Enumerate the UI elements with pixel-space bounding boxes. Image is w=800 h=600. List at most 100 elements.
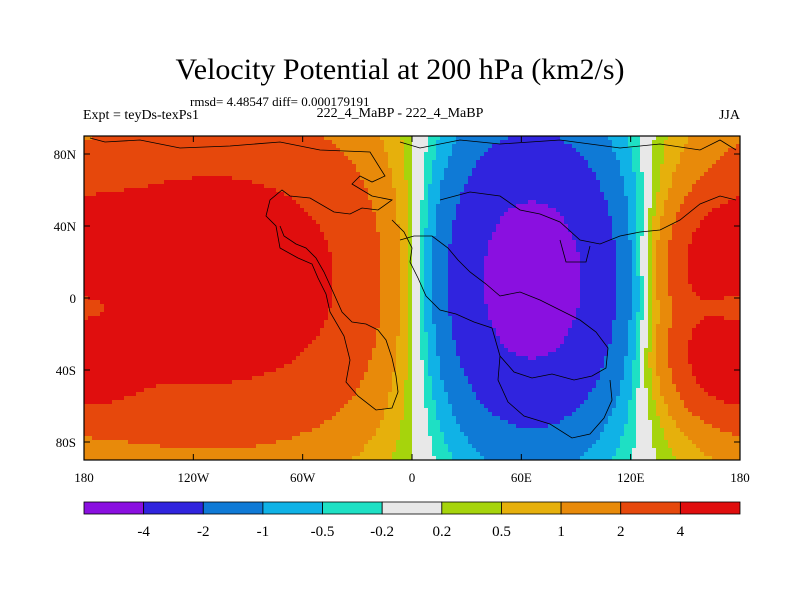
field-cell: [140, 236, 145, 241]
field-cell: [628, 180, 633, 185]
field-cell: [528, 184, 533, 189]
field-cell: [500, 244, 505, 249]
field-cell: [228, 256, 233, 261]
field-cell: [704, 204, 709, 209]
field-cell: [312, 216, 317, 221]
field-cell: [580, 216, 585, 221]
field-cell: [420, 164, 425, 169]
field-cell: [256, 180, 261, 185]
field-cell: [120, 168, 125, 173]
field-cell: [668, 136, 673, 141]
field-cell: [176, 172, 181, 177]
field-cell: [636, 184, 641, 189]
field-cell: [392, 140, 397, 145]
field-cell: [704, 140, 709, 145]
field-cell: [612, 152, 617, 157]
field-cell: [436, 172, 441, 177]
field-cell: [340, 160, 345, 165]
field-cell: [432, 180, 437, 185]
field-cell: [296, 136, 301, 141]
field-cell: [128, 168, 133, 173]
field-cell: [452, 176, 457, 181]
field-cell: [492, 248, 497, 253]
field-cell: [664, 140, 669, 145]
field-cell: [208, 200, 213, 205]
field-cell: [464, 208, 469, 213]
field-cell: [532, 232, 537, 237]
field-cell: [88, 148, 93, 153]
field-cell: [132, 208, 137, 213]
field-cell: [632, 252, 637, 257]
field-cell: [488, 148, 493, 153]
field-cell: [592, 184, 597, 189]
field-cell: [544, 184, 549, 189]
field-cell: [260, 204, 265, 209]
field-cell: [300, 192, 305, 197]
field-cell: [204, 164, 209, 169]
field-cell: [176, 160, 181, 165]
field-cell: [336, 220, 341, 225]
field-cell: [168, 156, 173, 161]
field-cell: [544, 164, 549, 169]
field-cell: [352, 208, 357, 213]
field-cell: [200, 192, 205, 197]
field-cell: [364, 168, 369, 173]
field-cell: [628, 156, 633, 161]
field-cell: [568, 184, 573, 189]
field-cell: [496, 172, 501, 177]
field-cell: [424, 144, 429, 149]
field-cell: [124, 236, 129, 241]
field-cell: [724, 200, 729, 205]
field-cell: [504, 244, 509, 249]
field-cell: [660, 148, 665, 153]
field-cell: [108, 164, 113, 169]
field-cell: [404, 192, 409, 197]
field-cell: [636, 252, 641, 257]
field-cell: [588, 232, 593, 237]
field-cell: [376, 248, 381, 253]
field-cell: [380, 180, 385, 185]
field-cell: [412, 136, 417, 141]
field-cell: [108, 224, 113, 229]
field-cell: [188, 216, 193, 221]
field-cell: [188, 176, 193, 181]
field-cell: [240, 220, 245, 225]
field-cell: [416, 224, 421, 229]
field-cell: [460, 196, 465, 201]
field-cell: [208, 248, 213, 253]
field-cell: [428, 156, 433, 161]
field-cell: [456, 152, 461, 157]
field-cell: [84, 252, 89, 257]
field-cell: [116, 232, 121, 237]
field-cell: [664, 204, 669, 209]
field-cell: [372, 244, 377, 249]
field-cell: [648, 200, 653, 205]
field-cell: [104, 164, 109, 169]
field-cell: [604, 184, 609, 189]
field-cell: [720, 240, 725, 245]
field-cell: [616, 188, 621, 193]
field-cell: [252, 208, 257, 213]
field-cell: [204, 184, 209, 189]
field-cell: [516, 220, 521, 225]
field-cell: [236, 156, 241, 161]
field-cell: [484, 248, 489, 253]
field-cell: [664, 144, 669, 149]
field-cell: [572, 236, 577, 241]
field-cell: [176, 156, 181, 161]
field-cell: [316, 192, 321, 197]
field-cell: [244, 232, 249, 237]
field-cell: [380, 208, 385, 213]
field-cell: [644, 220, 649, 225]
field-cell: [440, 144, 445, 149]
field-cell: [576, 248, 581, 253]
field-cell: [368, 236, 373, 241]
field-cell: [100, 140, 105, 145]
field-cell: [544, 176, 549, 181]
field-cell: [324, 192, 329, 197]
field-cell: [192, 240, 197, 245]
field-cell: [380, 140, 385, 145]
field-cell: [536, 212, 541, 217]
field-cell: [392, 180, 397, 185]
field-cell: [384, 184, 389, 189]
